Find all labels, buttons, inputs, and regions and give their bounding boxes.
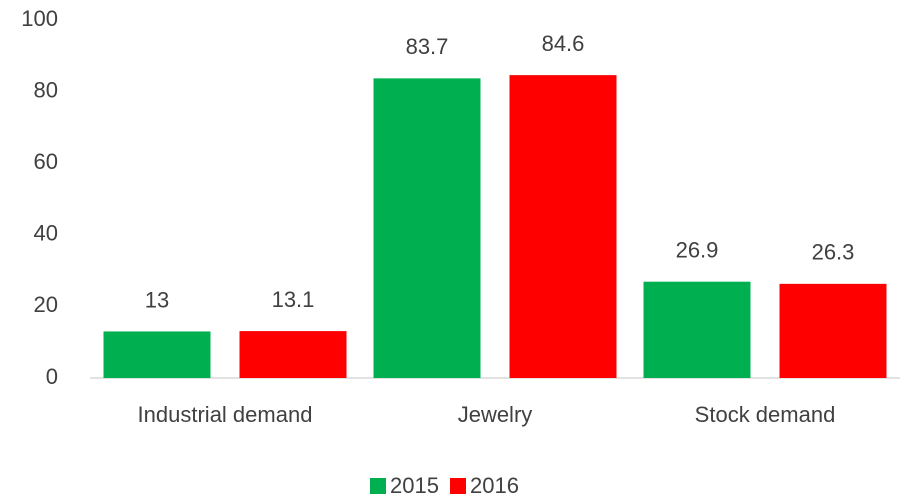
- bar: [103, 331, 211, 378]
- y-tick-label: 20: [34, 292, 58, 317]
- bar: [779, 283, 887, 378]
- y-tick-label: 0: [46, 364, 58, 389]
- bar: [239, 331, 347, 378]
- value-label: 26.9: [676, 238, 719, 263]
- bar: [373, 78, 481, 378]
- y-tick-label: 100: [21, 6, 58, 31]
- y-tick-label: 60: [34, 149, 58, 174]
- y-tick-label: 80: [34, 77, 58, 102]
- value-label: 13: [145, 287, 169, 312]
- x-tick-label: Industrial demand: [138, 402, 313, 427]
- bar: [509, 75, 617, 378]
- x-tick-label: Jewelry: [458, 402, 533, 427]
- legend-label: 2016: [470, 473, 519, 498]
- legend-swatch: [450, 478, 466, 494]
- value-label: 84.6: [542, 31, 585, 56]
- value-label: 26.3: [812, 240, 855, 265]
- value-label: 83.7: [406, 34, 449, 59]
- x-tick-label: Stock demand: [695, 402, 836, 427]
- y-tick-label: 40: [34, 221, 58, 246]
- legend-swatch: [370, 478, 386, 494]
- bar: [643, 281, 751, 378]
- value-label: 13.1: [272, 287, 315, 312]
- legend-label: 2015: [390, 473, 439, 498]
